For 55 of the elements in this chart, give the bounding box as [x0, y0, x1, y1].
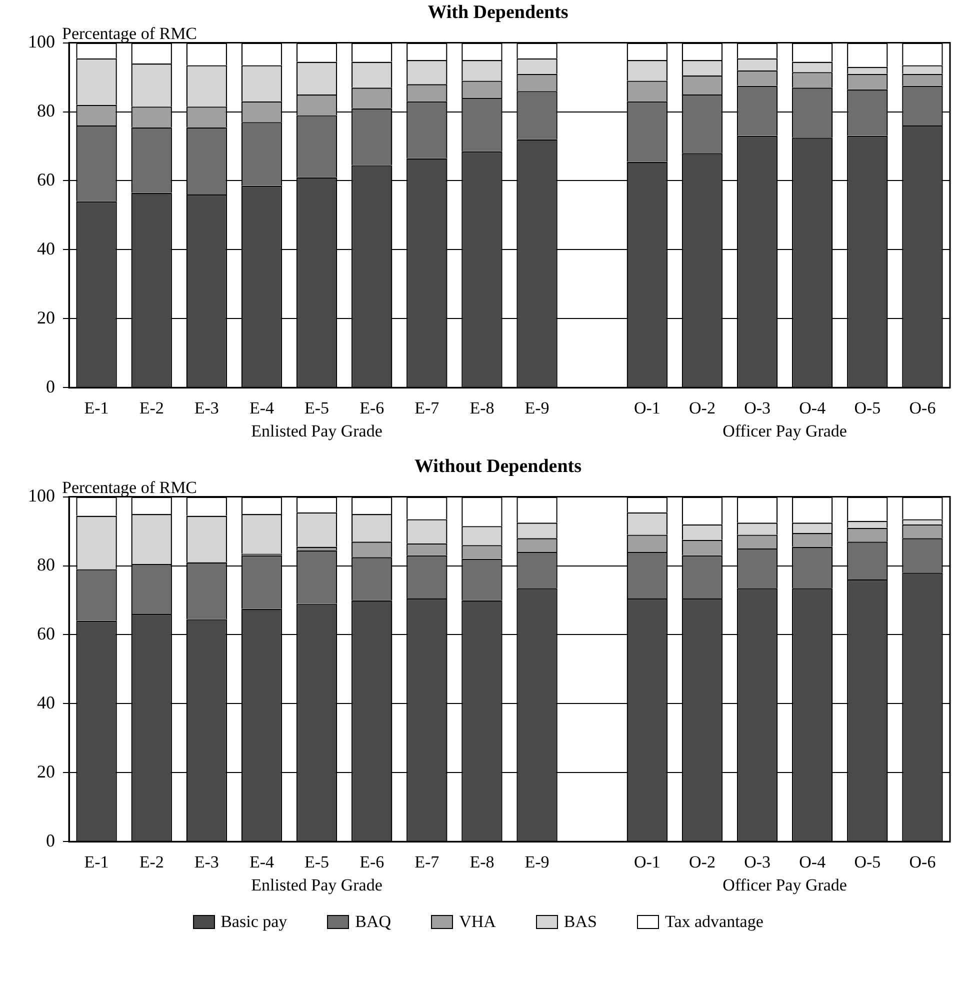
text: Officer Pay Grade	[722, 876, 847, 895]
x-tick-label: E-7	[414, 852, 440, 872]
y-tick-label: 0	[46, 376, 55, 396]
x-tick-label: E-4	[249, 852, 274, 872]
x-tick-label: E-6	[360, 398, 384, 418]
x-tick-label: E-9	[524, 852, 550, 872]
y-tick-label: 60	[37, 623, 55, 644]
x-tick-label: O-6	[909, 398, 936, 418]
legend-label: BAQ	[355, 912, 392, 932]
x-tick-label: O-2	[688, 398, 716, 418]
x-tick-label: O-1	[634, 852, 660, 872]
x-tick-label: E-8	[470, 398, 494, 418]
x-tick-label: O-4	[799, 398, 826, 418]
chart-title: With Dependents	[426, 1, 570, 24]
x-tick-label: O-3	[744, 852, 771, 872]
y-tick-label: 0	[46, 830, 55, 850]
y-axis-title: Percentage of RMC	[62, 478, 198, 498]
y-tick-label: 80	[37, 554, 55, 574]
y-tick-label: 100	[28, 486, 55, 506]
y-tick-label: 20	[37, 307, 55, 328]
text: Enlisted Pay Grade	[251, 422, 382, 441]
chart-title: Without Dependents	[414, 455, 582, 478]
legend-label: Tax advantage	[665, 912, 764, 932]
x-tick-label: E-5	[304, 852, 330, 872]
x-tick-label: E-7	[414, 398, 440, 418]
x-tick-label: O-3	[744, 398, 771, 418]
x-tick-label: O-5	[854, 398, 881, 418]
y-axis-title: Percentage of RMC	[62, 24, 198, 44]
legend-label: VHA	[459, 912, 496, 932]
x-tick-label: O-6	[909, 852, 936, 872]
x-tick-label: E-6	[360, 852, 384, 872]
legend-label: Basic pay	[220, 912, 288, 932]
x-tick-label: O-1	[634, 398, 660, 418]
legend-label: BAS	[564, 912, 597, 932]
x-tick-label: E-1	[84, 398, 109, 418]
x-tick-label: O-5	[854, 852, 881, 872]
x-tick-label: E-4	[249, 398, 274, 418]
x-tick-label: E-9	[524, 398, 550, 418]
y-tick-label: 40	[37, 692, 55, 712]
x-tick-label: O-4	[799, 852, 826, 872]
text: Officer Pay Grade	[722, 422, 847, 441]
x-tick-label: E-3	[194, 398, 219, 418]
x-tick-label: E-1	[84, 852, 109, 872]
x-tick-label: E-3	[194, 852, 219, 872]
x-tick-label: E-2	[139, 398, 164, 418]
x-tick-label: O-2	[688, 852, 716, 872]
y-tick-label: 60	[37, 169, 55, 190]
x-tick-label: E-8	[470, 852, 494, 872]
text: Enlisted Pay Grade	[251, 876, 382, 895]
y-tick-label: 100	[28, 32, 55, 52]
x-tick-label: E-2	[139, 852, 164, 872]
y-tick-label: 80	[37, 100, 55, 120]
y-tick-label: 40	[37, 238, 55, 258]
x-tick-label: E-5	[304, 398, 330, 418]
y-tick-label: 20	[37, 761, 55, 782]
